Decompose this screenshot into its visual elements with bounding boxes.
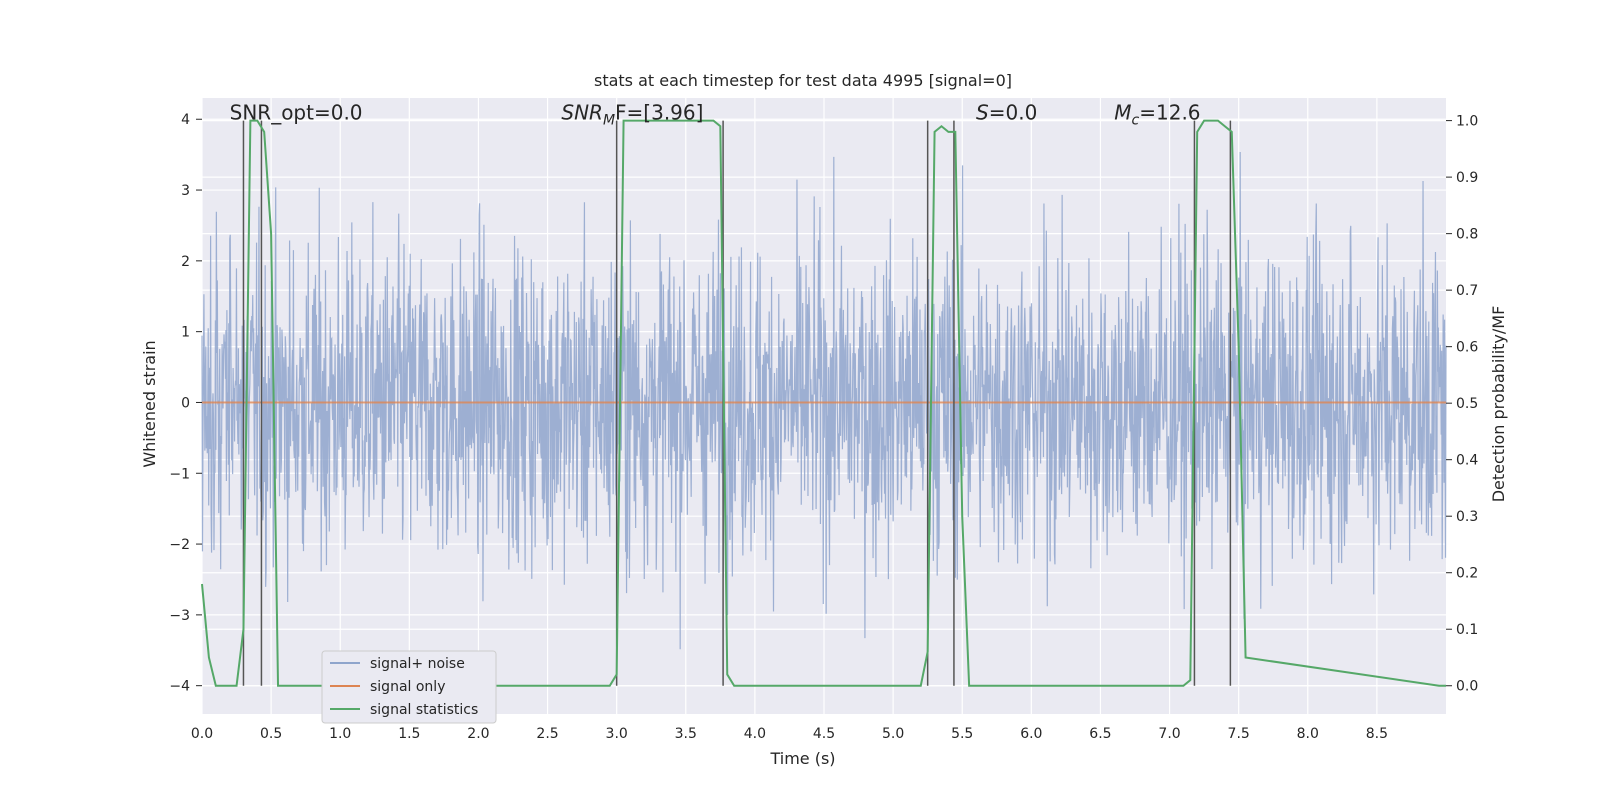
annotation-text: SNR_opt=0.0 — [230, 101, 363, 125]
signal-noise-line — [201, 152, 1447, 650]
statistics-series — [201, 119, 1446, 687]
x-tick-label: 6.0 — [1020, 726, 1042, 742]
y-left-tick-label: −2 — [169, 537, 190, 553]
y-left-tick-label: 0 — [181, 395, 190, 411]
x-tick-label: 7.5 — [1228, 726, 1250, 742]
annotation-text: S=0.0 — [976, 101, 1037, 125]
x-tick-label: 6.5 — [1089, 726, 1111, 742]
legend-label-signal-only: signal only — [370, 679, 445, 695]
y-axis-left-title: Whitened strain — [140, 340, 159, 467]
x-tick-label: 8.0 — [1297, 726, 1319, 742]
y-left-tick-label: 1 — [181, 325, 190, 341]
y-right-tick-label: 0.0 — [1456, 679, 1478, 695]
x-tick-label: 2.5 — [536, 726, 558, 742]
noise-series — [201, 152, 1447, 650]
y-right-tick-label: 0.9 — [1456, 170, 1478, 186]
y-right-tick-label: 0.4 — [1456, 453, 1478, 469]
y-left-tick-label: 4 — [181, 112, 190, 128]
y-axis-left: −4 −3 −2 −1 0 1 2 3 4 — [169, 112, 202, 695]
y-right-tick-label: 0.7 — [1456, 283, 1478, 299]
y-axis-right: 0.0 0.1 0.2 0.3 0.4 0.5 0.6 0.7 0.8 0.9 1.0 — [1446, 114, 1478, 695]
x-tick-label: 3.0 — [606, 726, 628, 742]
x-tick-label: 5.5 — [951, 726, 973, 742]
y-left-tick-label: −1 — [169, 466, 190, 482]
y-right-tick-label: 0.3 — [1456, 509, 1478, 525]
x-tick-label: 4.5 — [813, 726, 835, 742]
annotation-text: SNRMF=[3.96] — [561, 101, 703, 129]
x-axis-title: Time (s) — [769, 749, 835, 768]
x-axis: 0.0 0.5 1.0 1.5 2.0 2.5 3.0 3.5 4.0 4.5 5.0 5.5 6.0 6… — [191, 726, 1388, 742]
x-tick-label: 7.0 — [1158, 726, 1180, 742]
legend-box — [321, 650, 497, 724]
signal-statistics-line — [201, 119, 1446, 687]
legend: signal+ noise signal only signal statist… — [321, 650, 497, 724]
annotation-text: Mc=12.6 — [1114, 101, 1200, 129]
x-tick-label: 3.5 — [675, 726, 697, 742]
y-right-tick-label: 0.8 — [1456, 227, 1478, 243]
y-axis-right-title: Detection probability/MF — [1489, 306, 1508, 503]
y-left-tick-label: −3 — [169, 608, 190, 624]
legend-label-signal-statistics: signal statistics — [370, 702, 478, 718]
y-left-tick-label: 3 — [181, 183, 190, 199]
chart-title: stats at each timestep for test data 499… — [594, 71, 1012, 90]
y-right-tick-label: 0.2 — [1456, 566, 1478, 582]
x-tick-label: 5.0 — [882, 726, 904, 742]
x-tick-label: 8.5 — [1366, 726, 1388, 742]
y-right-tick-label: 0.6 — [1456, 340, 1478, 356]
x-tick-label: 2.0 — [467, 726, 489, 742]
x-tick-label: 1.5 — [398, 726, 420, 742]
x-tick-label: 0.0 — [191, 726, 213, 742]
y-left-tick-label: 2 — [181, 254, 190, 270]
legend-label-signal-noise: signal+ noise — [370, 656, 465, 672]
x-tick-label: 1.0 — [329, 726, 351, 742]
y-right-tick-label: 1.0 — [1456, 114, 1478, 130]
y-right-tick-label: 0.5 — [1456, 396, 1478, 412]
y-left-tick-label: −4 — [169, 679, 190, 695]
x-tick-label: 4.0 — [744, 726, 766, 742]
x-tick-label: 0.5 — [260, 726, 282, 742]
y-right-tick-label: 0.1 — [1456, 622, 1478, 638]
annotations: SNR_opt=0.0 SNRMF=[3.96] S=0.0 Mc=12.6 — [230, 101, 1201, 129]
